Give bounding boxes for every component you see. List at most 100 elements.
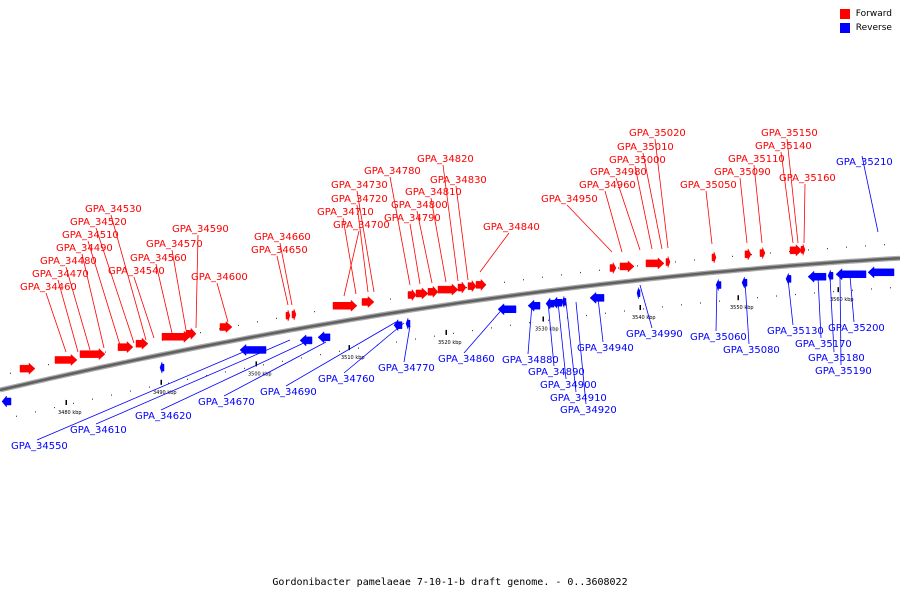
reverse-gene-label[interactable]: GPA_35170 [795,339,852,350]
reverse-gene-label[interactable]: GPA_35130 [767,326,824,337]
forward-gene-arrow[interactable] [437,283,459,296]
forward-gene-arrow[interactable] [759,247,766,259]
reverse-gene-arrow[interactable] [741,277,748,289]
forward-gene-label[interactable]: GPA_34600 [191,272,248,283]
forward-gene-arrow[interactable] [744,248,752,260]
forward-gene-label[interactable]: GPA_34540 [108,266,165,277]
forward-gene-arrow[interactable] [467,279,477,293]
reverse-gene-arrow[interactable] [159,362,165,374]
forward-gene-label[interactable]: GPA_34700 [333,220,390,231]
reverse-gene-label[interactable]: GPA_35210 [836,157,893,168]
forward-gene-label[interactable]: GPA_34570 [146,239,203,250]
forward-gene-label[interactable]: GPA_34840 [483,222,540,233]
forward-gene-arrow[interactable] [800,244,806,256]
forward-gene-label[interactable]: GPA_35110 [728,154,785,165]
forward-gene-label[interactable]: GPA_34810 [405,187,462,198]
reverse-gene-arrow[interactable] [636,287,641,299]
reverse-gene-label[interactable]: GPA_34770 [378,363,435,374]
reverse-gene-label[interactable]: GPA_35060 [690,332,747,343]
reverse-gene-label[interactable]: GPA_34690 [260,387,317,398]
reverse-gene-arrow[interactable] [317,331,331,344]
reverse-gene-label[interactable]: GPA_34890 [528,367,585,378]
forward-gene-arrow[interactable] [475,278,487,292]
reverse-gene-label[interactable]: GPA_35080 [723,345,780,356]
reverse-gene-arrow[interactable] [827,270,834,282]
reverse-gene-label[interactable]: GPA_34880 [502,355,559,366]
forward-gene-arrow[interactable] [619,260,635,273]
reverse-gene-arrow[interactable] [239,343,267,357]
forward-gene-label[interactable]: GPA_34960 [579,180,636,191]
forward-gene-label[interactable]: GPA_35050 [680,180,737,191]
forward-gene-label[interactable]: GPA_34560 [130,253,187,264]
reverse-gene-label[interactable]: GPA_35190 [815,366,872,377]
forward-gene-arrow[interactable] [219,320,233,334]
reverse-gene-label[interactable]: GPA_34550 [11,441,68,452]
forward-gene-arrow[interactable] [407,288,417,302]
forward-gene-arrow[interactable] [361,295,375,309]
forward-gene-arrow[interactable] [185,327,197,340]
reverse-gene-label[interactable]: GPA_34900 [540,380,597,391]
forward-gene-label[interactable]: GPA_34800 [391,200,448,211]
forward-gene-label[interactable]: GPA_34820 [417,154,474,165]
forward-gene-arrow[interactable] [457,281,467,294]
forward-gene-label[interactable]: GPA_35020 [629,128,686,139]
forward-gene-arrow[interactable] [665,256,671,268]
forward-gene-arrow[interactable] [135,337,149,350]
forward-gene-arrow[interactable] [54,353,78,367]
reverse-gene-arrow[interactable] [561,296,567,308]
reverse-gene-arrow[interactable] [527,299,541,312]
forward-gene-label[interactable]: GPA_34710 [317,207,374,218]
reverse-gene-label[interactable]: GPA_34860 [438,354,495,365]
reverse-gene-label[interactable]: GPA_34990 [626,329,683,340]
forward-gene-arrow[interactable] [645,257,665,270]
forward-gene-label[interactable]: GPA_34830 [430,175,487,186]
reverse-gene-label[interactable]: GPA_34920 [560,405,617,416]
reverse-gene-label[interactable]: GPA_34610 [70,425,127,436]
reverse-gene-label[interactable]: GPA_34760 [318,374,375,385]
legend-item-forward[interactable]: Forward [839,9,892,19]
reverse-gene-arrow[interactable] [835,268,867,281]
forward-gene-label[interactable]: GPA_35150 [761,128,818,139]
reverse-gene-label[interactable]: GPA_35200 [828,323,885,334]
forward-gene-arrow[interactable] [161,330,191,343]
reverse-gene-arrow[interactable] [497,303,517,316]
reverse-gene-label[interactable]: GPA_34910 [550,393,607,404]
forward-gene-label[interactable]: GPA_34660 [254,232,311,243]
forward-gene-label[interactable]: GPA_34590 [172,224,229,235]
reverse-gene-arrow[interactable] [589,291,605,304]
forward-gene-label[interactable]: GPA_35140 [755,141,812,152]
reverse-gene-arrow[interactable] [785,273,792,285]
forward-gene-label[interactable]: GPA_34730 [331,180,388,191]
forward-gene-arrow[interactable] [609,262,617,274]
forward-gene-label[interactable]: GPA_34510 [62,230,119,241]
forward-gene-label[interactable]: GPA_34490 [56,243,113,254]
reverse-gene-label[interactable]: GPA_34670 [198,397,255,408]
forward-gene-label[interactable]: GPA_35000 [609,155,666,166]
forward-gene-label[interactable]: GPA_34780 [364,166,421,177]
legend-item-reverse[interactable]: Reverse [839,23,892,33]
forward-gene-arrow[interactable] [789,244,803,257]
forward-gene-label[interactable]: GPA_35010 [617,142,674,153]
forward-gene-label[interactable]: GPA_35160 [779,173,836,184]
forward-gene-label[interactable]: GPA_35090 [714,167,771,178]
forward-gene-arrow[interactable] [415,287,429,300]
forward-gene-arrow[interactable] [117,341,134,354]
reverse-gene-arrow[interactable] [545,297,555,310]
forward-gene-label[interactable]: GPA_34460 [20,282,77,293]
forward-gene-label[interactable]: GPA_34650 [251,245,308,256]
reverse-gene-label[interactable]: GPA_35180 [808,353,865,364]
forward-gene-label[interactable]: GPA_34720 [331,194,388,205]
forward-gene-label[interactable]: GPA_34520 [70,217,127,228]
forward-gene-arrow[interactable] [291,308,297,321]
reverse-gene-arrow[interactable] [807,270,827,283]
forward-gene-label[interactable]: GPA_34950 [541,194,598,205]
forward-gene-arrow[interactable] [19,362,36,375]
reverse-gene-label[interactable]: GPA_34620 [135,411,192,422]
forward-gene-arrow[interactable] [79,348,106,361]
forward-gene-arrow[interactable] [711,251,717,264]
forward-gene-label[interactable]: GPA_34980 [590,167,647,178]
reverse-gene-arrow[interactable] [551,296,563,309]
forward-gene-arrow[interactable] [285,310,291,322]
reverse-gene-arrow[interactable] [1,395,12,408]
reverse-gene-label[interactable]: GPA_34940 [577,343,634,354]
